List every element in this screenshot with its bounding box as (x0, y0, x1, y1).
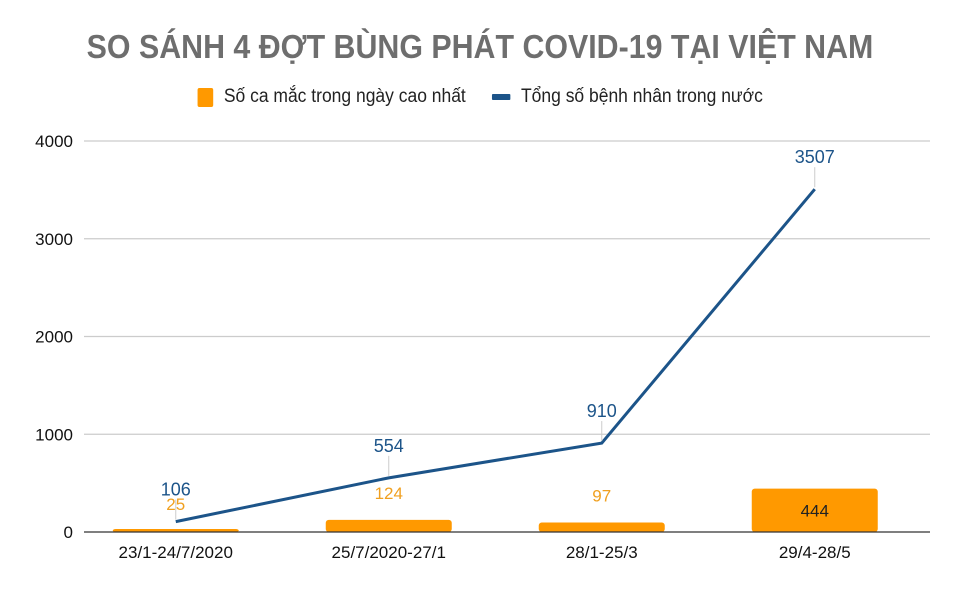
x-tick-label: 29/4-28/5 (779, 543, 851, 562)
bar-data-label: 444 (801, 501, 829, 520)
x-tick-label: 25/7/2020-27/1 (332, 543, 446, 562)
line-data-label: 554 (374, 436, 404, 456)
legend-label-line: Tổng số bệnh nhân trong nước (520, 86, 763, 107)
bar (751, 488, 878, 532)
bar-data-label: 124 (375, 484, 403, 503)
y-tick-label: 1000 (35, 425, 73, 444)
bar (112, 529, 239, 532)
legend-item-line: Tổng số bệnh nhân trong nước (491, 86, 763, 108)
bar-swatch-icon (197, 87, 213, 107)
line-data-label: 910 (587, 401, 617, 421)
line-swatch-icon (491, 94, 510, 100)
line-data-label: 3507 (795, 147, 835, 167)
line-data-label: 106 (161, 480, 191, 500)
line-series (175, 188, 816, 524)
y-tick-label: 2000 (35, 328, 73, 347)
y-tick-label: 4000 (35, 132, 73, 151)
bar (325, 519, 452, 532)
legend-label-bar: Số ca mắc trong ngày cao nhất (223, 86, 466, 107)
x-tick-label: 23/1-24/7/2020 (119, 543, 233, 562)
chart-title: SO SÁNH 4 ĐỢT BÙNG PHÁT COVID-19 TẠI VIỆ… (86, 28, 874, 65)
bar (538, 522, 665, 532)
y-tick-label: 0 (64, 523, 73, 542)
y-tick-label: 3000 (35, 230, 73, 249)
legend: Số ca mắc trong ngày cao nhất Tổng số bệ… (38, 86, 921, 108)
bar-data-label: 97 (592, 487, 611, 506)
legend-item-bar: Số ca mắc trong ngày cao nhất (197, 86, 466, 108)
x-tick-label: 28/1-25/3 (566, 543, 638, 562)
bar-data-label: 25 (166, 495, 185, 514)
